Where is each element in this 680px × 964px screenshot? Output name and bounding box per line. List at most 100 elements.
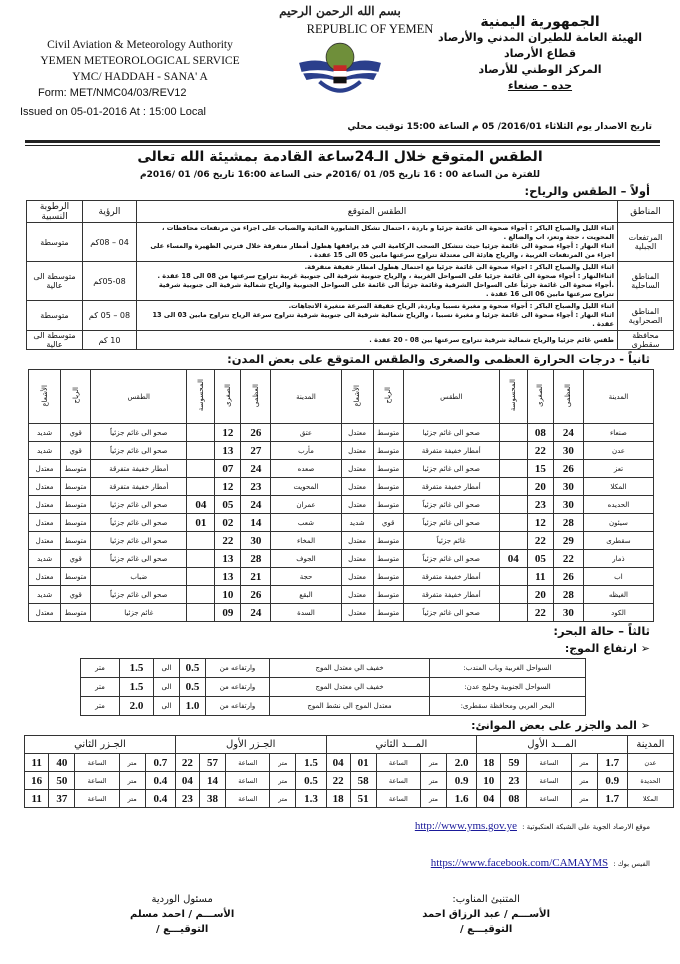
min-temp: 15 [526, 459, 554, 478]
feels-like [498, 477, 528, 496]
city-name: شعب [270, 513, 342, 532]
feels-like [498, 513, 528, 532]
min-temp: 05 [214, 495, 242, 514]
region-cell: محافظة سقطرى [617, 330, 674, 350]
min-temp: 09 [214, 603, 242, 622]
feels-like [498, 423, 528, 442]
authority-en: Civil Aviation & Meteorology Authority [47, 39, 233, 51]
wind: قوي [60, 441, 92, 460]
unit-label: متر [419, 753, 448, 772]
hour-label: الساعة [225, 771, 271, 790]
forecast-line: اثناء النهار : أجواء صحوة الى غائمة جزئي… [152, 311, 614, 328]
table-row: المرتفعات الجبلية اثناء الليل والصباح الب… [26, 222, 674, 262]
website-line: موقع الارصاد الجوية على الشبكة العنكبوتي… [0, 814, 680, 833]
uv-index: معتدل [27, 531, 62, 550]
forecast-cell: اثناء الليل والصباح الباكر : أجواء صحوة … [136, 300, 618, 331]
table-row: الحديدة 0.9 متر الساعة 23 10 0.9 متر الساعة 58 22 0… [23, 771, 675, 790]
tide-hour: 22 [174, 753, 200, 772]
visibility-cell: 10 كم [82, 330, 137, 350]
tide-hour: 11 [23, 789, 50, 808]
weather: صحو الى غائم جزئيا [90, 495, 188, 514]
section1-heading: أولاً – الطقس والرياح: [524, 184, 651, 198]
issued-en: Issued on 05-01-2016 At : 15:00 Local [20, 106, 206, 118]
max-temp: 22 [552, 549, 584, 568]
city-name: حجة [270, 567, 342, 586]
tide-height: 1.5 [295, 753, 327, 772]
wave-state: معتدل الموج الى نشط الموج [269, 696, 430, 716]
column-header-text: العظمى [251, 383, 260, 408]
website-label: موقع الارصاد الجوية على الشبكة العنكبوتي… [522, 823, 650, 831]
min-temp: 08 [526, 423, 554, 442]
tide-hour: 18 [325, 789, 351, 808]
service-en: YEMEN METEOROLOGICAL SERVICE [40, 55, 240, 67]
forecast-line: اثناءالنهار : أجواء صحوة الى غائمة جزئيا… [157, 272, 614, 280]
wind: متوسط [372, 459, 404, 478]
authority-ar: الهيئة العامة للطيران المدني والأرصاد [437, 31, 643, 44]
forecast-line: اثناء النهار : أجواء صحوة الى غائمة جزئي… [150, 242, 614, 259]
facebook-line: الفيس بوك : https://www.facebook.com/CAM… [0, 851, 680, 870]
forecaster-signature: التوقيـــع / [459, 924, 513, 935]
port-name: الحديدة [626, 771, 675, 790]
table-row: سقطرى 29 22 غائم جزئياً متوسط معتدل المخاء 30 22… [27, 531, 655, 550]
tide-minute: 40 [48, 753, 76, 772]
column-header: المحسوسة [498, 369, 528, 424]
facebook-link[interactable]: https://www.facebook.com/CAMAYMS [430, 857, 609, 869]
max-temp: 29 [552, 531, 584, 550]
column-header: الأشعاع [27, 369, 62, 424]
table-row: الكود 30 22 صحو الى غائم جزئياً متوسط معتدل ال… [27, 603, 655, 622]
location-en: YMC/ HADDAH - SANA' A [72, 71, 208, 83]
max-height: 1.5 [119, 658, 154, 678]
unit-label: متر [570, 771, 598, 790]
hour-label: الساعة [225, 753, 271, 772]
tides-heading-text: المد والجزر على بعض الموانئ: [471, 719, 637, 732]
region-cell: المرتفعات الجبلية [617, 222, 674, 262]
issued-ar: تاريخ الاصدار يوم الثلاثاء 2016/01/ 05 م… [347, 122, 652, 132]
city-temperature-table: المدينة العظمى الصغرى المحسوسة الطقس الرياح ال… [27, 369, 655, 622]
tide-hour: 11 [23, 753, 50, 772]
min-temp: 07 [214, 459, 242, 478]
english-header: REPUBLIC OF YEMEN Civil Aviation & Meteo… [20, 20, 433, 120]
weather: صحو الى غائم جزئياً [402, 513, 500, 532]
humidity-cell: متوسطة الى عالية [26, 330, 83, 350]
tide-minute: 37 [48, 789, 76, 808]
table-row: صنعاء 24 08 صحو الى غائم جزئيا متوسط معتدل عتق… [27, 423, 655, 442]
sea-region: السواحل الغربية وباب المندب: [429, 658, 586, 678]
unit-label: متر [269, 753, 297, 772]
feels-like [186, 423, 216, 442]
feels-like [186, 549, 216, 568]
uv-index: معتدل [340, 567, 374, 586]
table-row: المناطق الصحراوية اثناء الليل والصباح الب… [26, 300, 674, 331]
wind: متوسط [372, 549, 404, 568]
hour-label: الساعة [225, 789, 271, 808]
column-header-text: الرياح [71, 387, 80, 404]
forecast-period: للفترة من الساعة 00 : 16 تاريخ 05/ 01 /2… [140, 170, 540, 180]
feels-like [186, 441, 216, 460]
column-header-text: الرياح [384, 387, 393, 404]
wind: قوي [60, 549, 92, 568]
max-temp: 27 [240, 441, 272, 460]
uv-index: شديد [27, 585, 62, 604]
city-name: صنعاء [582, 423, 655, 442]
tide-minute: 58 [349, 771, 377, 790]
table-row: المناطق الساحلية اثناء الليل والصباح البا… [26, 261, 674, 301]
hour-label: الساعة [375, 789, 421, 808]
to-label: الى [153, 677, 180, 697]
city-name: اب [582, 567, 655, 586]
forecast-line: .أجواء صحوة الى غائمة جزئياً على السواحل… [158, 281, 614, 298]
uv-index: معتدل [27, 513, 62, 532]
wave-height-table: السواحل الغربية وباب المندب: خفيف الي معت… [80, 658, 586, 716]
weather: صحو الى غائم جزئياً [90, 585, 188, 604]
weather: غائم جزئيا [90, 603, 188, 622]
city-name: المخاء [270, 531, 342, 550]
city-name: سقطرى [582, 531, 655, 550]
tide-minute: 59 [500, 753, 528, 772]
website-link[interactable]: http://www.yms.gov.ye [414, 820, 517, 832]
uv-index: معتدل [340, 423, 374, 442]
page-title: الطقس المتوقع خلال الـ24ساعة القادمة بمش… [137, 149, 543, 165]
max-height: 2.0 [119, 696, 154, 716]
port-name: المكلا [626, 789, 675, 808]
table-row: الحديده 30 23 صحو الى غائم جزئياً متوسط معتدل… [27, 495, 655, 514]
min-temp: 22 [214, 531, 242, 550]
tide-height: 2.0 [446, 753, 478, 772]
facebook-label: الفيس بوك : [613, 860, 650, 868]
